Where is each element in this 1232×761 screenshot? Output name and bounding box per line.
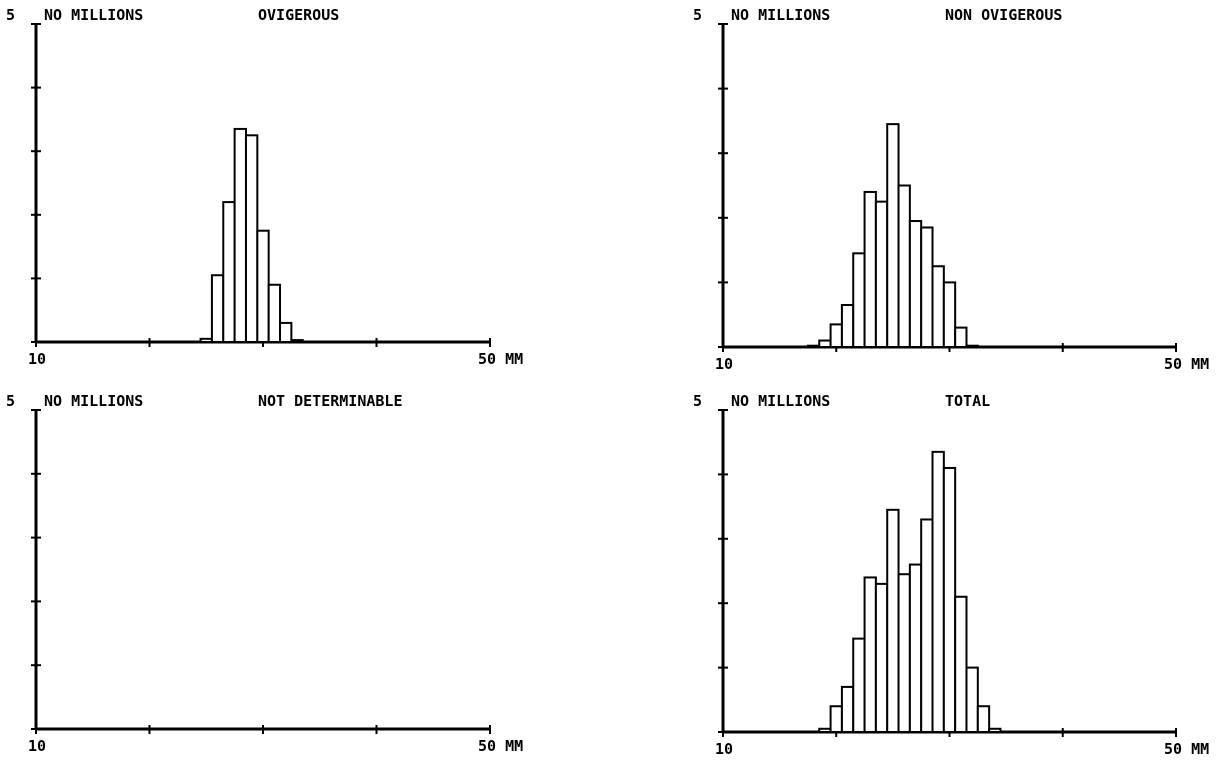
chart-panel-1: 5 NO MILLIONS OVIGEROUS 10 50 MM xyxy=(6,6,523,368)
histogram-bar xyxy=(954,595,968,734)
histogram-bar xyxy=(863,190,877,348)
chart-title: NOT DETERMINABLE xyxy=(258,392,403,410)
y-max-label: 5 xyxy=(693,6,702,24)
histogram-bar xyxy=(976,705,991,733)
histogram-bar xyxy=(874,200,889,348)
histogram-bar xyxy=(233,127,247,343)
histogram-bar xyxy=(942,281,957,348)
x-tick-label-end: 50 MM xyxy=(478,737,523,755)
histogram-bar xyxy=(267,283,282,344)
histogram-bar xyxy=(818,727,832,734)
histogram-bar xyxy=(199,337,213,344)
histogram-bar xyxy=(988,727,1002,734)
x-tick-label-end: 50 MM xyxy=(1164,355,1209,373)
histogram-bar xyxy=(908,220,923,348)
histogram-bar xyxy=(210,274,225,343)
histogram-bar xyxy=(920,226,934,349)
histogram-bar xyxy=(863,576,877,733)
chart-title: NON OVIGEROUS xyxy=(945,6,1062,24)
histogram-bar xyxy=(840,685,855,733)
histogram-bar xyxy=(886,123,900,348)
y-max-label: 5 xyxy=(693,392,702,410)
chart-panel-4: 5 NO MILLIONS TOTAL 10 50 MM xyxy=(693,392,1209,758)
histogram-bar xyxy=(874,582,889,733)
y-max-label: 5 xyxy=(6,392,15,410)
histogram-bar xyxy=(920,518,934,733)
histogram-bar xyxy=(942,466,957,733)
histogram-bar xyxy=(256,229,270,343)
histogram-bar xyxy=(222,201,236,343)
y-axis-label: NO MILLIONS xyxy=(44,392,143,410)
x-tick-label-start: 10 xyxy=(715,740,733,758)
histogram-bar xyxy=(954,326,968,348)
chart-panel-2: 5 NO MILLIONS NON OVIGEROUS 10 50 MM xyxy=(693,6,1209,373)
histogram-bar xyxy=(965,666,979,733)
y-axis-label: NO MILLIONS xyxy=(44,6,143,24)
y-axis-label: NO MILLIONS xyxy=(731,392,830,410)
histogram-bar xyxy=(818,339,832,349)
x-tick-label-end: 50 MM xyxy=(478,350,523,368)
x-tick-label-start: 10 xyxy=(28,350,46,368)
histogram-bar xyxy=(290,339,304,344)
chart-panel-3: 5 NO MILLIONS NOT DETERMINABLE 10 50 MM xyxy=(6,392,523,755)
y-axis-label: NO MILLIONS xyxy=(731,6,830,24)
histogram-bar xyxy=(931,450,945,733)
y-max-label: 5 xyxy=(6,6,15,24)
histogram-bar xyxy=(852,637,866,733)
chart-title: TOTAL xyxy=(945,392,990,410)
histogram-bar xyxy=(806,344,821,349)
histogram-bar xyxy=(908,563,923,733)
histogram-bar xyxy=(840,304,855,349)
histogram-bar xyxy=(897,184,911,348)
histogram-bar xyxy=(852,252,866,348)
x-tick-label-start: 10 xyxy=(28,737,46,755)
histogram-bar xyxy=(965,344,979,349)
histogram-bar xyxy=(931,265,945,348)
histogram-bar xyxy=(244,134,259,343)
histogram-bar xyxy=(897,573,911,733)
histogram-bar xyxy=(829,705,843,733)
chart-title: OVIGEROUS xyxy=(258,6,339,24)
x-tick-label-end: 50 MM xyxy=(1164,740,1209,758)
histogram-bar xyxy=(829,323,843,349)
x-tick-label-start: 10 xyxy=(715,355,733,373)
histogram-bar xyxy=(279,321,293,344)
histogram-bar xyxy=(886,508,900,733)
